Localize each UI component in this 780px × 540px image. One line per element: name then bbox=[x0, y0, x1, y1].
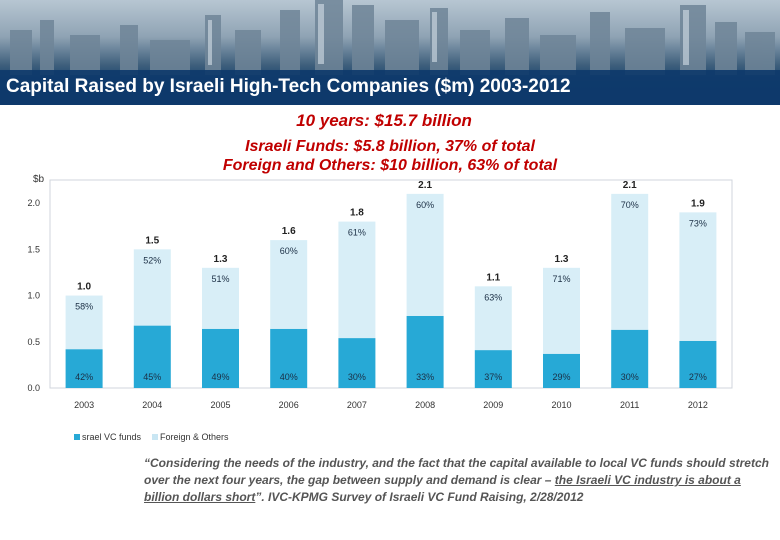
israeli-share-label: 45% bbox=[143, 372, 161, 382]
israeli-share-label: 40% bbox=[280, 372, 298, 382]
israeli-share-label: 30% bbox=[621, 372, 639, 382]
bar-israeli-vc-2006 bbox=[270, 328, 308, 388]
bar-israeli-vc-2004 bbox=[133, 325, 171, 388]
bar-israeli-vc-2009 bbox=[474, 350, 512, 388]
x-tick-label: 2011 bbox=[620, 400, 639, 410]
legend-swatch-israeli-vc bbox=[74, 434, 80, 440]
y-axis-label: $b bbox=[33, 174, 45, 185]
capital-raised-chart: $b 0.0 0.5 1.0 1.5 2.0 42% 58% 1.0 2003 45% 52% 1.5 2… bbox=[27, 174, 733, 442]
bar-israeli-vc-2003 bbox=[65, 349, 103, 388]
quote-source: ”. IVC-KPMG Survey of Israeli VC Fund Ra… bbox=[255, 490, 584, 504]
subtitle-foreign-funds: Foreign and Others: $10 billion, 63% of … bbox=[222, 157, 558, 174]
page-title: Capital Raised by Israeli High-Tech Comp… bbox=[6, 76, 571, 97]
legend-label-israeli-vc: srael VC funds bbox=[82, 432, 142, 442]
x-tick-label: 2008 bbox=[415, 400, 435, 410]
bar-israeli-vc-2005 bbox=[202, 328, 239, 388]
bar-foreign-2006 bbox=[270, 240, 308, 329]
bar-foreign-2004 bbox=[133, 249, 171, 326]
title-bar bbox=[0, 70, 780, 105]
israeli-share-label: 37% bbox=[484, 372, 502, 382]
y-tick-label: 1.0 bbox=[27, 291, 40, 301]
x-tick-label: 2006 bbox=[279, 400, 299, 410]
x-tick-label: 2004 bbox=[142, 400, 162, 410]
total-value-label: 1.0 bbox=[77, 282, 91, 293]
total-value-label: 1.9 bbox=[691, 198, 705, 209]
y-tick-label: 0.5 bbox=[27, 337, 40, 347]
bar-israeli-vc-2008 bbox=[406, 315, 444, 388]
total-value-label: 1.3 bbox=[214, 254, 228, 265]
bar-foreign-2007 bbox=[338, 221, 376, 339]
legend-swatch-foreign bbox=[152, 434, 158, 440]
total-value-label: 2.1 bbox=[623, 180, 637, 191]
total-value-label: 1.3 bbox=[555, 254, 569, 265]
israeli-share-label: 29% bbox=[552, 372, 570, 382]
subtitle-israeli-funds: Israeli Funds: $5.8 billion, 37% of tota… bbox=[245, 138, 535, 155]
israeli-share-label: 27% bbox=[689, 372, 707, 382]
total-value-label: 1.6 bbox=[282, 226, 296, 237]
bar-israeli-vc-2011 bbox=[611, 329, 649, 388]
x-tick-label: 2003 bbox=[74, 400, 94, 410]
x-tick-label: 2010 bbox=[551, 400, 571, 410]
y-tick-label: 1.5 bbox=[27, 244, 40, 254]
quote-text: “Considering the needs of the industry, … bbox=[144, 456, 769, 487]
bar-foreign-2008 bbox=[406, 193, 444, 316]
israeli-share-label: 42% bbox=[75, 372, 93, 382]
bar-israeli-vc-2012 bbox=[679, 340, 717, 388]
bar-foreign-2009 bbox=[474, 286, 512, 351]
total-value-label: 2.1 bbox=[418, 180, 432, 191]
foreign-share-label: 70% bbox=[621, 200, 639, 210]
subtitle-total: 10 years: $15.7 billion bbox=[296, 111, 472, 130]
israeli-share-label: 30% bbox=[348, 372, 366, 382]
bar-foreign-2012 bbox=[679, 212, 717, 341]
bar-israeli-vc-2007 bbox=[338, 338, 376, 388]
quote-underlined-text: the Israeli VC industry is about a billi… bbox=[144, 473, 741, 504]
foreign-share-label: 51% bbox=[211, 274, 229, 284]
legend-label-foreign: Foreign & Others bbox=[160, 432, 229, 442]
survey-quote: “Considering the needs of the industry, … bbox=[144, 455, 774, 506]
israeli-share-label: 33% bbox=[416, 372, 434, 382]
foreign-share-label: 60% bbox=[280, 246, 298, 256]
x-tick-label: 2009 bbox=[483, 400, 503, 410]
foreign-share-label: 71% bbox=[552, 274, 570, 284]
city-skyline-image bbox=[10, 0, 775, 75]
x-tick-label: 2007 bbox=[347, 400, 367, 410]
foreign-share-label: 60% bbox=[416, 200, 434, 210]
bar-foreign-2010 bbox=[543, 267, 580, 354]
foreign-share-label: 63% bbox=[484, 292, 502, 302]
israeli-share-label: 49% bbox=[211, 372, 229, 382]
foreign-share-label: 61% bbox=[348, 228, 366, 238]
bar-foreign-2005 bbox=[202, 267, 239, 329]
x-tick-label: 2012 bbox=[688, 400, 708, 410]
bar-foreign-2011 bbox=[611, 193, 649, 330]
total-value-label: 1.1 bbox=[486, 272, 500, 283]
bar-foreign-2003 bbox=[65, 295, 103, 350]
y-tick-label: 0.0 bbox=[27, 383, 40, 393]
y-tick-label: 2.0 bbox=[27, 198, 40, 208]
total-value-label: 1.8 bbox=[350, 208, 364, 219]
x-tick-label: 2005 bbox=[210, 400, 230, 410]
bar-israeli-vc-2010 bbox=[543, 353, 580, 388]
total-value-label: 1.5 bbox=[145, 235, 159, 246]
foreign-share-label: 52% bbox=[143, 255, 161, 265]
foreign-share-label: 58% bbox=[75, 302, 93, 312]
foreign-share-label: 73% bbox=[689, 218, 707, 228]
